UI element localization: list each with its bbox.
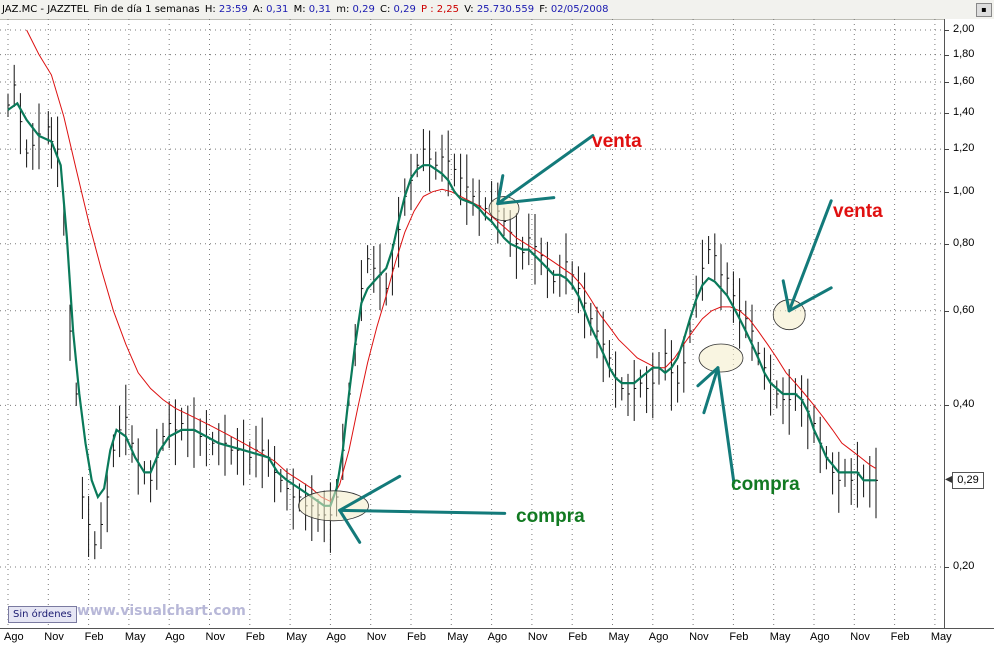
y-tick-label: 0,40 — [953, 398, 975, 411]
y-tick-mark — [944, 30, 949, 31]
x-tick-label: Feb — [568, 631, 588, 643]
buy-signal-arrow — [338, 474, 402, 512]
compra-label: compra — [731, 474, 800, 495]
period-label: Fin de día 1 semanas — [93, 4, 200, 15]
sell-signal-arrow — [496, 174, 505, 206]
min-value: 0,29 — [352, 4, 375, 15]
p-label: P : — [421, 4, 434, 15]
y-tick-label: 1,60 — [953, 75, 975, 88]
y-tick-mark — [944, 243, 949, 245]
chart-settings-button[interactable]: ▪ — [976, 3, 992, 17]
slow-moving-average-line — [26, 29, 877, 503]
x-tick-label: Nov — [205, 631, 226, 643]
y-tick-label: 0,60 — [953, 303, 975, 316]
sell-signal-arrow — [787, 199, 833, 313]
x-tick-label: Nov — [689, 631, 709, 643]
y-tick-mark — [944, 113, 949, 115]
m-label: M: — [293, 4, 306, 15]
x-tick-label: May — [769, 631, 791, 643]
a-value: 0,31 — [266, 4, 289, 15]
m-value: 0,31 — [308, 4, 332, 15]
sell-signal-arrow — [496, 134, 595, 206]
y-tick-label: 1,40 — [953, 106, 975, 119]
last-price-label: 0,29 — [952, 472, 984, 489]
time-axis — [0, 628, 994, 647]
x-tick-label: May — [930, 631, 952, 643]
y-tick-label: 1,20 — [953, 142, 975, 155]
v-value: 25.730.559 — [476, 4, 535, 15]
x-tick-label: May — [286, 631, 307, 643]
y-tick-label: 0,80 — [953, 236, 975, 249]
min-label: m: — [336, 4, 350, 15]
y-tick-label: 2,00 — [953, 23, 975, 35]
x-tick-label: Ago — [326, 631, 346, 643]
y-tick-mark — [944, 82, 949, 84]
x-tick-label: Feb — [245, 631, 265, 643]
c-label: C: — [380, 4, 391, 15]
orders-button[interactable]: Sin órdenes — [8, 606, 77, 623]
sell-signal-arrow — [496, 196, 556, 206]
x-tick-label: Feb — [890, 631, 910, 643]
v-label: V: — [464, 4, 474, 15]
y-tick-mark — [944, 567, 949, 568]
x-tick-label: Ago — [4, 631, 24, 643]
y-tick-label: 0,20 — [953, 560, 975, 572]
h-label: H: — [204, 4, 216, 15]
c-value: 0,29 — [393, 4, 416, 15]
buy-signal-arrow — [696, 366, 720, 388]
y-tick-mark — [944, 405, 949, 407]
x-tick-label: May — [447, 631, 469, 643]
h-value: 23:59 — [218, 4, 248, 15]
sell-signal-arrow — [787, 286, 833, 313]
symbol-label: JAZ.MC - JAZZTEL — [2, 4, 89, 15]
x-tick-label: May — [608, 631, 630, 643]
price-axis — [944, 19, 994, 628]
y-tick-mark — [944, 149, 949, 151]
x-tick-label: Ago — [648, 631, 669, 643]
x-tick-label: Ago — [810, 631, 830, 643]
fast-moving-average-line — [7, 101, 876, 507]
x-tick-label: Feb — [84, 631, 104, 643]
x-tick-label: Nov — [366, 631, 387, 643]
y-tick-label: 1,00 — [953, 184, 975, 197]
x-tick-label: Feb — [407, 631, 426, 643]
y-tick-label: 1,80 — [953, 47, 975, 60]
x-tick-label: Ago — [165, 631, 185, 643]
buy-signal-arrow — [338, 508, 507, 515]
x-tick-label: Ago — [487, 631, 508, 643]
y-tick-mark — [944, 191, 949, 193]
f-value: 02/05/2008 — [550, 4, 609, 15]
last-price-pointer-icon: ◀ — [945, 474, 953, 485]
x-tick-label: Nov — [527, 631, 548, 643]
compra-label: compra — [516, 506, 585, 527]
x-tick-label: Nov — [850, 631, 870, 643]
buy-signal-circle — [698, 343, 744, 373]
venta-label: venta — [833, 201, 883, 222]
x-tick-label: Nov — [44, 631, 64, 643]
watermark: www.visualchart.com — [77, 603, 246, 619]
y-tick-mark — [944, 310, 949, 312]
a-label: A: — [252, 4, 263, 15]
buy-signal-arrow — [716, 366, 736, 485]
price-chart[interactable]: compra venta compra venta — [0, 19, 944, 628]
x-tick-label: May — [124, 631, 146, 643]
buy-signal-arrow — [338, 508, 362, 544]
chart-header-bar: JAZ.MC - JAZZTEL Fin de día 1 semanas H:… — [0, 0, 994, 20]
venta-label: venta — [592, 131, 642, 152]
buy-signal-arrow — [702, 366, 720, 415]
f-label: F: — [539, 4, 548, 15]
p-value: 2,25 — [436, 4, 460, 15]
sell-signal-arrow — [781, 279, 791, 313]
x-tick-label: Feb — [729, 631, 749, 643]
y-tick-mark — [944, 54, 949, 56]
buy-signal-circle — [298, 490, 369, 522]
